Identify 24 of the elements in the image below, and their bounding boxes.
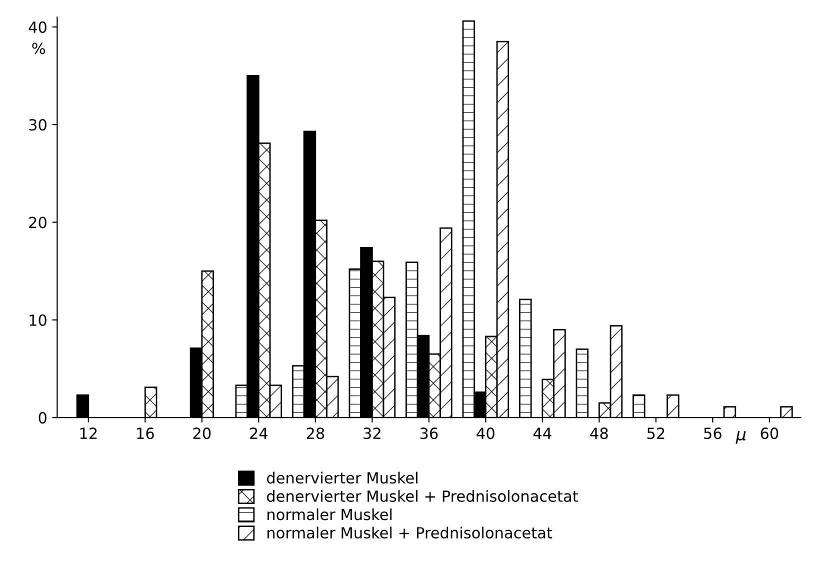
x-tick-label: 20	[193, 428, 211, 440]
x-tick-label: 44	[533, 428, 552, 439]
y-tick-label: 20	[29, 216, 46, 228]
x-tick-label: 28	[306, 428, 324, 440]
x-tick-label: 40	[476, 428, 494, 440]
x-tick-label: 24	[250, 428, 268, 439]
x-tick-label: 60	[760, 428, 778, 440]
x-tick-label: 52	[647, 428, 664, 440]
y-tick-label: 0	[38, 412, 46, 424]
x-tick-label: 56	[704, 428, 722, 440]
x-tick-label: 16	[137, 428, 154, 440]
legend-label: denervierter Muskel	[266, 472, 418, 484]
x-axis-title: μ	[736, 431, 746, 444]
y-tick-label: 10	[30, 314, 46, 326]
y-tick-label: 40	[28, 21, 46, 33]
x-tick-label: 36	[420, 428, 438, 440]
legend-label: normaler Muskel	[268, 508, 392, 520]
legend-label: normaler Muskel + Prednisolonacetat	[268, 526, 552, 539]
x-tick-label: 32	[364, 428, 380, 440]
y-axis-title: %	[32, 42, 46, 54]
legend-label: denervierter Muskel + Prednisolonacetat	[266, 490, 578, 502]
x-tick-label: 48	[590, 428, 608, 440]
y-tick-label: 30	[29, 119, 46, 131]
x-tick-label: 12	[80, 428, 97, 439]
